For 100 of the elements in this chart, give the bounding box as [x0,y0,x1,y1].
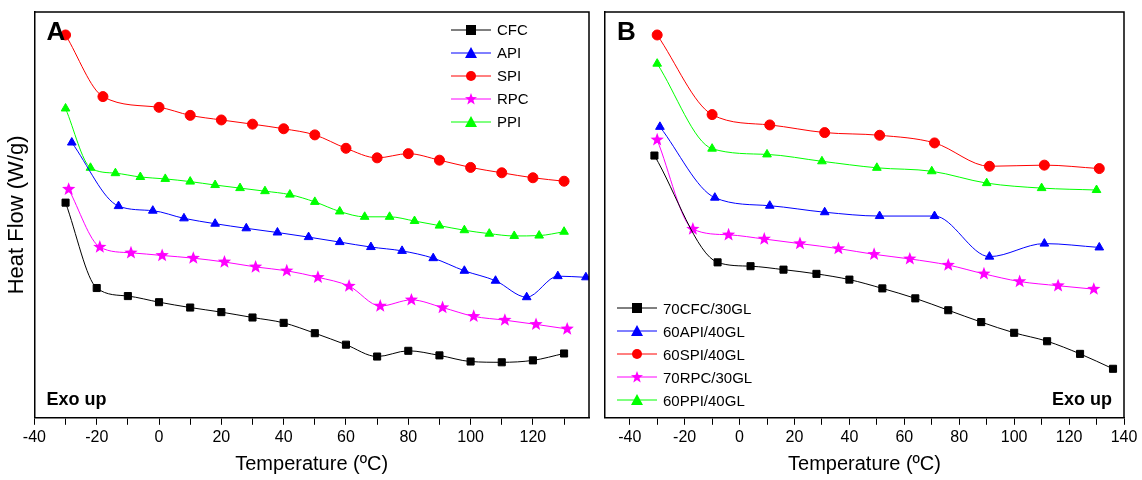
point [154,298,164,307]
point [984,251,995,260]
point [404,346,413,355]
point [713,258,722,267]
point [498,313,512,326]
point [911,294,920,303]
point [279,318,288,327]
point [215,114,227,126]
point [652,58,663,67]
point [977,318,986,327]
point [1036,182,1047,192]
point [1108,364,1118,373]
point [184,109,196,121]
point [983,160,995,172]
point [428,252,439,262]
point [310,329,319,338]
point [560,349,569,358]
x-tick-label: 120 [1055,427,1083,445]
point [179,212,189,222]
point [878,284,887,293]
point [1087,282,1101,295]
x-tick-label: 20 [212,427,231,445]
point [404,292,419,306]
legend-label: 60PPI/40GL [663,390,745,411]
point [553,270,563,280]
point [373,352,382,361]
point [793,236,807,250]
point [66,137,77,146]
point [1012,274,1027,288]
point [528,356,537,365]
point [926,165,937,175]
point [93,240,107,253]
point [650,132,664,146]
point [459,265,470,274]
x-axis-title: Temperature (ºC) [235,451,389,474]
legend-label: 60SPI/40GL [663,344,745,365]
x-tick-label: 40 [274,427,293,445]
point [534,230,544,239]
legend-label: 70RPC/30GL [663,367,753,388]
point [509,230,520,239]
legend-label: SPI [497,66,522,86]
point [831,241,846,255]
point [248,313,257,322]
point [459,224,470,234]
point [764,200,775,209]
x-tick-label: -20 [85,427,109,445]
point [147,205,158,214]
point [1094,241,1105,251]
x-tick-label: 60 [337,427,355,445]
point [707,143,717,152]
point [334,205,345,215]
point [113,200,124,210]
legend-label: 60API/40GL [663,321,745,342]
point [484,228,495,237]
point [334,236,345,246]
point [373,299,387,312]
point [248,259,263,273]
point [941,258,955,271]
point [62,182,76,195]
x-tick-label: 60 [895,427,914,445]
x-tick-label: 0 [154,427,164,445]
point [135,171,146,180]
point [371,152,383,164]
point [1076,349,1085,358]
point [311,270,325,283]
point [309,129,321,141]
legend-label: CFC [497,20,528,40]
annotation: Exo up [46,388,107,410]
point [521,291,532,301]
point [874,129,886,141]
point [186,303,195,312]
legend-label: RPC [497,89,529,109]
point [1093,163,1105,175]
point [397,245,407,254]
legend-label: API [497,43,522,63]
point [903,251,917,265]
point [929,137,941,149]
point [241,222,252,232]
x-tick-label: 40 [840,427,859,445]
point [651,29,663,41]
point [1039,238,1050,247]
point [560,321,574,335]
point [655,121,665,130]
x-tick-label: -40 [22,427,47,445]
x-tick-label: 80 [399,427,418,445]
point [303,231,314,241]
point [527,172,539,184]
x-tick-label: 120 [519,427,547,445]
point [466,357,475,366]
point [762,148,772,158]
point [384,211,395,220]
point [872,162,882,171]
point [1010,328,1019,337]
point [97,91,109,103]
x-axis-title: Temperature (ºC) [788,451,941,474]
point [1038,159,1050,171]
point [217,254,232,268]
point [746,262,755,271]
point [366,241,376,251]
point [433,154,445,166]
